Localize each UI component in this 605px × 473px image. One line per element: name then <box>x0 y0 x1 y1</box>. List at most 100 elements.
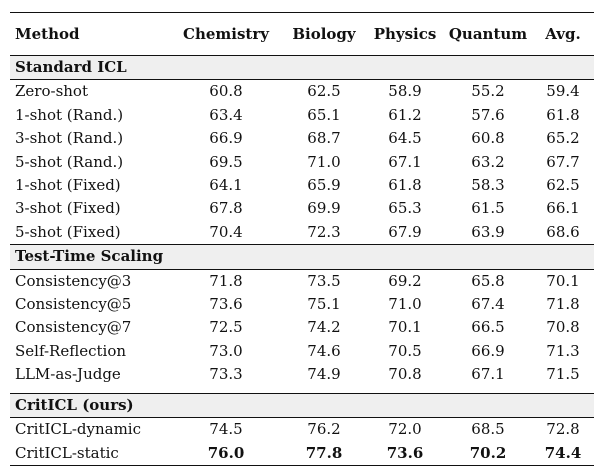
method-name-cell: CritICL-static <box>10 441 170 466</box>
method-name-cell: Self-Reflection <box>15 341 127 360</box>
header-avg: Avg. <box>532 12 594 56</box>
table-row: LLM-as-Judge 73.3 74.9 70.8 67.1 71.5 <box>10 363 594 386</box>
header-row: Method Chemistry Biology Physics Quantum… <box>10 12 594 56</box>
quantum-score-cell: 58.3 <box>471 176 505 195</box>
physics-score-cell: 64.5 <box>388 129 422 148</box>
avg-score-cell: 68.6 <box>546 222 580 241</box>
section-header-row: Standard ICL <box>10 54 594 81</box>
quantum-score-cell: 67.4 <box>471 295 505 314</box>
avg-score-cell: 70.8 <box>546 318 580 337</box>
avg-score-cell: 61.8 <box>546 105 580 124</box>
table-row: Consistency@3 71.8 73.5 69.2 65.8 70.1 <box>10 269 594 293</box>
header-method: Method <box>10 12 170 56</box>
table-row: CritICL-static 76.0 77.8 73.6 70.2 74.4 <box>10 441 594 466</box>
physics-score-cell: 72.0 <box>388 420 422 439</box>
quantum-score-cell: 68.5 <box>471 420 505 439</box>
chemistry-score-cell: 73.0 <box>209 341 243 360</box>
chemistry-score-cell: 73.3 <box>209 365 243 384</box>
method-name-cell: Consistency@5 <box>15 295 132 314</box>
physics-score-cell: 70.5 <box>388 341 422 360</box>
chemistry-score-cell: 60.8 <box>209 82 243 101</box>
table-row: Consistency@5 73.6 75.1 71.0 67.4 71.8 <box>10 293 594 316</box>
header-quantum: Quantum <box>444 12 532 56</box>
chemistry-score-cell: 74.5 <box>209 420 243 439</box>
quantum-score-cell: 57.6 <box>471 105 505 124</box>
section-header-row: CritICL (ours) <box>10 392 594 419</box>
method-name-cell: 3-shot (Rand.) <box>15 129 124 148</box>
method-name-cell: 5-shot (Fixed) <box>15 222 121 241</box>
table-row: Consistency@7 72.5 74.2 70.1 66.5 70.8 <box>10 316 594 339</box>
section-title: Test-Time Scaling <box>10 244 594 270</box>
biology-score-cell: 68.7 <box>307 129 341 148</box>
biology-score-cell: 76.2 <box>307 420 341 439</box>
avg-score-cell: 62.5 <box>546 176 580 195</box>
method-name-cell: Consistency@3 <box>15 271 132 290</box>
physics-score-cell: 70.8 <box>388 365 422 384</box>
quantum-score-cell: 61.5 <box>471 199 505 218</box>
method-name-cell: 1-shot (Fixed) <box>15 176 121 195</box>
quantum-score-cell: 63.2 <box>471 152 505 171</box>
physics-score-cell: 58.9 <box>388 82 422 101</box>
chemistry-score-cell: 63.4 <box>209 105 243 124</box>
physics-score-cell: 61.8 <box>388 176 422 195</box>
biology-score-cell: 62.5 <box>307 82 341 101</box>
biology-score-cell: 75.1 <box>307 295 341 314</box>
table-row: 1-shot (Fixed) 64.1 65.9 61.8 58.3 62.5 <box>10 174 594 197</box>
biology-score-cell: 71.0 <box>307 152 341 171</box>
avg-score-cell: 71.3 <box>546 341 580 360</box>
physics-score-cell: 61.2 <box>388 105 422 124</box>
table-body: Standard ICL Zero-shot 60.8 62.5 58.9 55.2 59.… <box>10 54 594 466</box>
biology-score-cell: 73.5 <box>307 271 341 290</box>
section-title: Standard ICL <box>10 54 594 81</box>
avg-score-cell: 71.5 <box>546 365 580 384</box>
header-chemistry: Chemistry <box>170 12 282 56</box>
avg-score-cell: 65.2 <box>546 129 580 148</box>
avg-score-cell: 66.1 <box>546 199 580 218</box>
biology-score-cell: 74.6 <box>307 341 341 360</box>
results-table: Method Chemistry Biology Physics Quantum… <box>10 12 594 466</box>
chemistry-score-cell: 66.9 <box>209 129 243 148</box>
table-row: 3-shot (Fixed) 67.8 69.9 65.3 61.5 66.1 <box>10 197 594 220</box>
table-row: 5-shot (Fixed) 70.4 72.3 67.9 63.9 68.6 <box>10 221 594 245</box>
biology-score-cell: 65.9 <box>307 176 341 195</box>
biology-score-cell: 69.9 <box>307 199 341 218</box>
table-row: Zero-shot 60.8 62.5 58.9 55.2 59.4 <box>10 80 594 104</box>
avg-score-cell: 67.7 <box>546 152 580 171</box>
section-title: CritICL (ours) <box>10 392 594 419</box>
quantum-score-cell: 66.9 <box>471 341 505 360</box>
table-row: Self-Reflection 73.0 74.6 70.5 66.9 71.3 <box>10 340 594 363</box>
header-physics: Physics <box>366 12 444 56</box>
physics-score-cell: 67.1 <box>388 152 422 171</box>
quantum-score-cell: 70.2 <box>444 441 532 466</box>
biology-score-cell: 77.8 <box>282 441 366 466</box>
quantum-score-cell: 65.8 <box>471 271 505 290</box>
avg-score-cell: 74.4 <box>532 441 594 466</box>
quantum-score-cell: 63.9 <box>471 222 505 241</box>
method-name-cell: 1-shot (Rand.) <box>15 105 124 124</box>
quantum-score-cell: 60.8 <box>471 129 505 148</box>
method-name-cell: Consistency@7 <box>15 318 132 337</box>
chemistry-score-cell: 71.8 <box>209 271 243 290</box>
physics-score-cell: 73.6 <box>366 441 444 466</box>
results-table-container: Method Chemistry Biology Physics Quantum… <box>10 12 594 466</box>
biology-score-cell: 72.3 <box>307 222 341 241</box>
quantum-score-cell: 55.2 <box>471 82 505 101</box>
avg-score-cell: 70.1 <box>546 271 580 290</box>
table-row: 3-shot (Rand.) 66.9 68.7 64.5 60.8 65.2 <box>10 127 594 150</box>
chemistry-score-cell: 70.4 <box>209 222 243 241</box>
physics-score-cell: 70.1 <box>388 318 422 337</box>
chemistry-score-cell: 64.1 <box>209 176 243 195</box>
method-name-cell: 5-shot (Rand.) <box>15 152 124 171</box>
table-row: 1-shot (Rand.) 63.4 65.1 61.2 57.6 61.8 <box>10 104 594 127</box>
chemistry-score-cell: 73.6 <box>209 295 243 314</box>
avg-score-cell: 72.8 <box>546 420 580 439</box>
biology-score-cell: 74.9 <box>307 365 341 384</box>
physics-score-cell: 71.0 <box>388 295 422 314</box>
chemistry-score-cell: 69.5 <box>209 152 243 171</box>
method-name-cell: LLM-as-Judge <box>15 365 121 384</box>
table-row: 5-shot (Rand.) 69.5 71.0 67.1 63.2 67.7 <box>10 151 594 174</box>
biology-score-cell: 74.2 <box>307 318 341 337</box>
quantum-score-cell: 67.1 <box>471 365 505 384</box>
chemistry-score-cell: 72.5 <box>209 318 243 337</box>
table-row: CritICL-dynamic 74.5 76.2 72.0 68.5 72.8 <box>10 418 594 442</box>
